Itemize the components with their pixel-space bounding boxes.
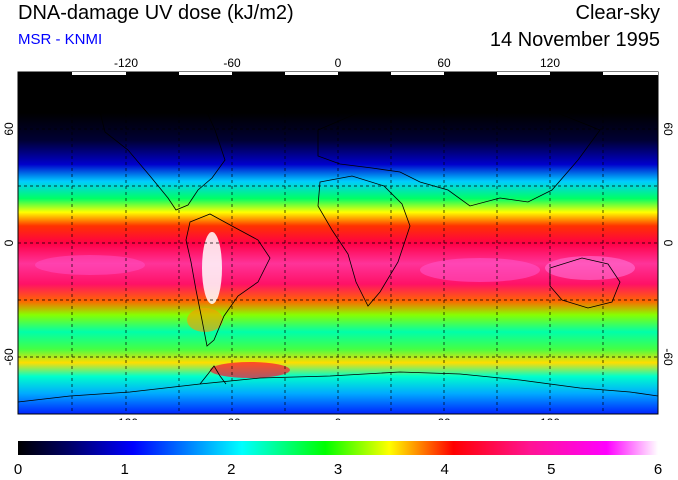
frame-top-segments — [72, 72, 658, 75]
lon-tick-label-top: 60 — [437, 56, 451, 70]
frame-segment — [72, 72, 126, 75]
frame-segment — [179, 72, 232, 75]
patagonia-high — [187, 308, 223, 332]
colorbar-tick-label: 0 — [14, 461, 22, 478]
colorbar-tick-label: 4 — [440, 461, 448, 478]
frame-segment — [285, 72, 338, 75]
australia-coast — [549, 257, 621, 309]
lon-tick-label-bottom: -60 — [223, 416, 241, 420]
map-source: MSR - KNMI — [18, 31, 103, 48]
lon-tick-label-bottom: 60 — [437, 416, 451, 420]
pacific-pink — [35, 255, 145, 275]
lon-tick-label-top: 120 — [540, 56, 560, 70]
indian-ocean-pink — [420, 258, 540, 282]
map-title: DNA-damage UV dose (kJ/m2) — [18, 2, 294, 24]
frame-segment — [497, 72, 550, 75]
lon-tick-label-bottom: 120 — [540, 416, 560, 420]
colorbar-tick-label: 5 — [547, 461, 555, 478]
southern-atlantic-high — [210, 362, 290, 378]
lon-tick-label-bottom: 0 — [335, 416, 342, 420]
colorbar-tick-label: 2 — [227, 461, 235, 478]
frame-segment — [603, 72, 658, 75]
map-date: 14 November 1995 — [489, 29, 660, 51]
lat-tick-label-right: -60 — [661, 348, 675, 366]
antarctica-coast — [18, 371, 658, 403]
lon-tick-label-top: -60 — [223, 56, 241, 70]
andes-high-uv — [202, 232, 222, 304]
north-america-coast — [99, 99, 226, 211]
colorbar-tick-label: 3 — [334, 461, 342, 478]
lon-tick-label-top: -120 — [114, 56, 138, 70]
sky-condition: Clear-sky — [575, 2, 660, 24]
lon-tick-label-top: 0 — [335, 56, 342, 70]
lat-tick-label-left: 60 — [2, 122, 16, 136]
lat-tick-label-right: 0 — [661, 240, 675, 247]
antarctic-peninsula — [199, 365, 227, 385]
lat-tick-label-right: 60 — [661, 122, 675, 136]
lon-tick-label-bottom: -120 — [114, 416, 138, 420]
lat-tick-label-left: 0 — [2, 239, 16, 246]
colorbar-tick-label: 1 — [120, 461, 128, 478]
uv-dose-map: -120 -60 0 60 120 -120 -60 0 60 120 60 0… — [2, 56, 675, 420]
frame-segment — [391, 72, 444, 75]
eurasia-coast — [317, 103, 601, 207]
australia-pink — [545, 256, 635, 280]
colorbar-gradient — [18, 441, 658, 455]
colorbar-tick-label: 6 — [654, 461, 662, 478]
lat-tick-label-left: -60 — [2, 348, 16, 366]
graticule — [18, 72, 658, 414]
south-america-coast — [185, 213, 271, 347]
